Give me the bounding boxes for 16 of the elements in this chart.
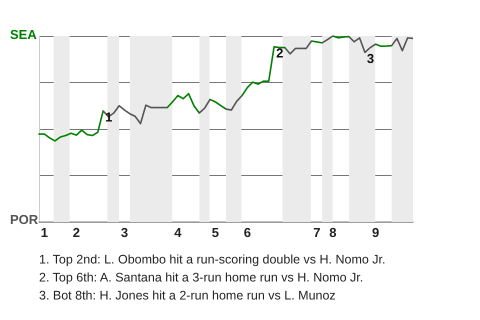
x-tick-label: 2 xyxy=(72,225,80,240)
x-tick-label: 1 xyxy=(40,225,48,240)
x-tick-label: 8 xyxy=(329,225,336,240)
text: 2. Top 6th: A. Santana hit a 3-run home run vs H. Nomo Jr. xyxy=(39,270,364,284)
x-tick-label: 3 xyxy=(120,225,128,240)
x-tick-label: 7 xyxy=(313,225,320,240)
text: 1. Top 2nd: L. Obombo hit a run-scoring double vs H. Nomo Jr. xyxy=(39,252,386,266)
text: SEA xyxy=(10,27,38,42)
text: POR xyxy=(10,212,39,227)
x-tick-label: 9 xyxy=(372,225,380,240)
x-tick-label: 5 xyxy=(212,225,219,240)
x-tick-label: 6 xyxy=(244,225,251,240)
annotation: 2 xyxy=(276,45,284,60)
x-tick-label: 4 xyxy=(174,225,182,240)
text: 3. Bot 8th: H. Jones hit a 2-run home run vs L. Munoz xyxy=(39,288,336,302)
annotation: 3 xyxy=(366,50,374,66)
